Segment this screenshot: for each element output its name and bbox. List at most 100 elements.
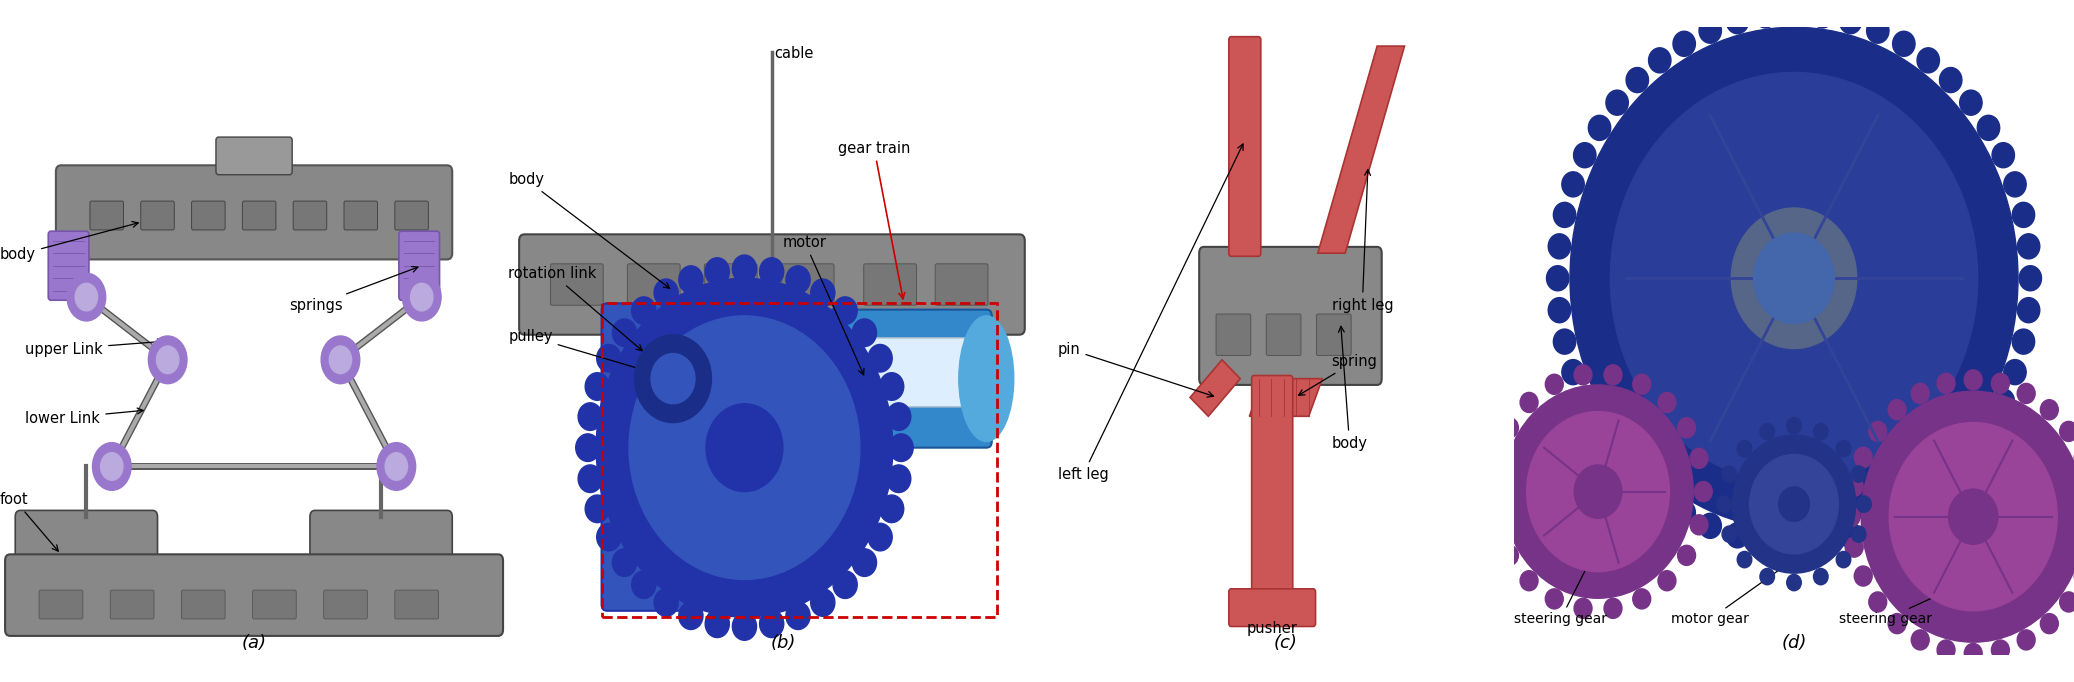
Circle shape [66, 273, 106, 321]
Circle shape [1960, 441, 1983, 466]
Ellipse shape [958, 316, 1014, 441]
Circle shape [1991, 143, 2014, 168]
Circle shape [330, 346, 353, 374]
Circle shape [1840, 9, 1862, 33]
Circle shape [1846, 537, 1862, 557]
Circle shape [1657, 571, 1676, 591]
Circle shape [1889, 423, 2057, 611]
FancyBboxPatch shape [180, 590, 226, 619]
Circle shape [786, 266, 811, 293]
Circle shape [1547, 266, 1568, 291]
Text: body: body [508, 172, 670, 288]
Circle shape [1835, 441, 1850, 457]
Circle shape [1721, 526, 1736, 542]
FancyBboxPatch shape [110, 590, 153, 619]
Circle shape [1811, 529, 1833, 554]
FancyBboxPatch shape [863, 264, 917, 306]
Circle shape [1487, 448, 1506, 469]
Circle shape [402, 273, 442, 321]
Circle shape [1545, 589, 1564, 609]
Circle shape [1649, 484, 1672, 509]
FancyBboxPatch shape [15, 510, 158, 580]
Circle shape [1842, 507, 1860, 527]
Circle shape [1867, 18, 1889, 43]
Circle shape [1690, 448, 1709, 469]
Circle shape [1504, 385, 1692, 598]
Circle shape [1732, 435, 1856, 573]
Circle shape [678, 602, 703, 629]
Circle shape [1894, 31, 1914, 57]
Circle shape [1649, 48, 1672, 73]
Text: motor gear: motor gear [1672, 562, 1790, 626]
Circle shape [1632, 374, 1651, 394]
Circle shape [1786, 417, 1802, 434]
Circle shape [321, 336, 359, 384]
Circle shape [1937, 373, 1956, 394]
Circle shape [1574, 143, 1597, 168]
Circle shape [1869, 421, 1887, 441]
Circle shape [811, 279, 836, 307]
FancyBboxPatch shape [253, 590, 297, 619]
Circle shape [2003, 172, 2026, 197]
Circle shape [1916, 484, 1939, 509]
Circle shape [1854, 447, 1873, 467]
FancyBboxPatch shape [56, 165, 452, 259]
Circle shape [2059, 421, 2074, 441]
Circle shape [635, 335, 711, 423]
Circle shape [1991, 640, 2010, 660]
Circle shape [1562, 172, 1585, 197]
Polygon shape [1249, 379, 1323, 416]
Text: motor: motor [784, 235, 865, 375]
Circle shape [2018, 297, 2041, 323]
Circle shape [1852, 526, 1867, 542]
Circle shape [1939, 68, 1962, 93]
Circle shape [1699, 18, 1721, 43]
Text: (c): (c) [1273, 634, 1298, 651]
Circle shape [1726, 523, 1748, 548]
Circle shape [156, 346, 178, 374]
FancyBboxPatch shape [191, 201, 226, 230]
Circle shape [1784, 531, 1804, 556]
Text: upper Link: upper Link [25, 339, 164, 357]
Circle shape [1755, 529, 1777, 554]
Circle shape [2003, 359, 2026, 385]
Circle shape [1699, 514, 1721, 538]
Circle shape [1991, 389, 2014, 414]
Circle shape [1950, 489, 1997, 544]
Circle shape [1500, 418, 1518, 438]
FancyBboxPatch shape [4, 554, 504, 636]
Text: pusher: pusher [1246, 621, 1298, 636]
Circle shape [102, 453, 122, 480]
Circle shape [1811, 3, 1833, 28]
Circle shape [1755, 233, 1833, 323]
FancyBboxPatch shape [216, 137, 292, 175]
Circle shape [1545, 374, 1564, 394]
Circle shape [1977, 416, 1999, 441]
Circle shape [1813, 568, 1827, 584]
FancyBboxPatch shape [394, 201, 429, 230]
Circle shape [1761, 424, 1775, 440]
Circle shape [579, 403, 601, 430]
Circle shape [759, 258, 784, 285]
FancyBboxPatch shape [518, 235, 1025, 335]
FancyBboxPatch shape [141, 201, 174, 230]
FancyBboxPatch shape [1228, 37, 1261, 256]
Circle shape [869, 344, 892, 372]
Circle shape [1609, 72, 1979, 484]
Text: body: body [1332, 327, 1367, 451]
Circle shape [653, 279, 678, 307]
Circle shape [597, 523, 620, 551]
Circle shape [1678, 546, 1697, 565]
Circle shape [1912, 383, 1929, 404]
Circle shape [377, 443, 415, 490]
Circle shape [678, 266, 703, 293]
Circle shape [1977, 115, 1999, 140]
Circle shape [1721, 466, 1736, 482]
Circle shape [1846, 476, 1862, 496]
Circle shape [1547, 297, 1570, 323]
Circle shape [811, 589, 836, 617]
Text: spring: spring [1298, 354, 1377, 396]
Circle shape [1574, 365, 1593, 385]
Circle shape [1574, 389, 1597, 414]
Circle shape [1717, 496, 1732, 512]
